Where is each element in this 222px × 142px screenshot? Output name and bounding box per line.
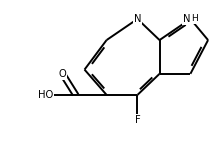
Text: H: H [192,14,198,23]
Text: O: O [59,69,66,79]
Text: HO: HO [38,90,54,100]
Text: N: N [183,14,190,24]
Text: F: F [135,115,140,125]
Text: N: N [134,14,141,24]
